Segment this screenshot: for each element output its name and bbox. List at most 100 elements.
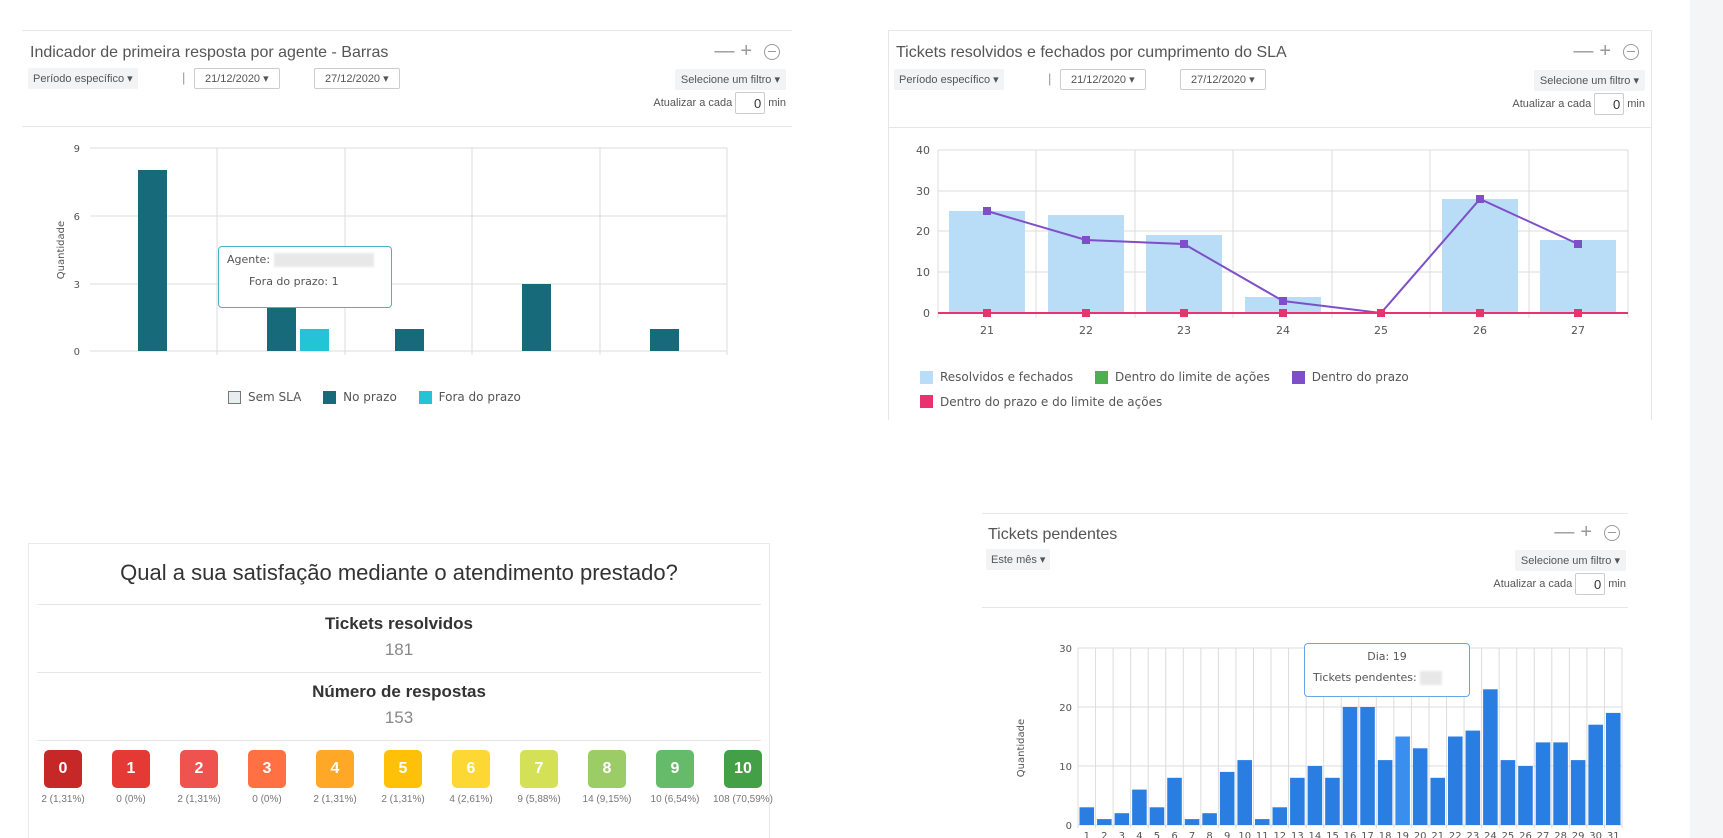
- bar-day-21[interactable]: [1430, 777, 1446, 825]
- filter-dropdown[interactable]: Selecione um filtro ▾: [674, 69, 786, 90]
- bar-22: [1048, 215, 1124, 313]
- period-dropdown[interactable]: Período específico ▾: [28, 68, 138, 89]
- score-count: 0 (0%): [252, 794, 282, 805]
- widget-top-border: [888, 30, 1651, 31]
- bar-day-30[interactable]: [1588, 724, 1603, 825]
- score-button[interactable]: 1: [112, 750, 150, 788]
- minimize-icon[interactable]: —: [714, 40, 741, 62]
- maximize-icon[interactable]: +: [1599, 40, 1617, 62]
- widget-top-border: [22, 30, 792, 31]
- bar-day-16[interactable]: [1342, 707, 1358, 825]
- svg-text:10: 10: [916, 266, 930, 279]
- date-from-dropdown[interactable]: 21/12/2020 ▾: [194, 68, 280, 89]
- bar-day-18[interactable]: [1377, 760, 1393, 825]
- bar-day-9[interactable]: [1219, 771, 1235, 825]
- y-axis-label: Quantidade: [56, 221, 67, 279]
- bar-day-26[interactable]: [1518, 766, 1533, 825]
- sla-widget: Tickets resolvidos e fechados por cumpri…: [888, 30, 1652, 420]
- remove-widget-icon[interactable]: [764, 43, 780, 60]
- bar-day-29[interactable]: [1570, 760, 1586, 825]
- bar-day-24[interactable]: [1483, 689, 1498, 825]
- resolved-value: 181: [384, 640, 414, 659]
- minimize-icon[interactable]: —: [1554, 521, 1581, 543]
- refresh-interval: Atualizar a cada min: [1493, 573, 1626, 595]
- bar-day-19[interactable]: [1395, 736, 1410, 826]
- svg-text:0: 0: [1066, 821, 1072, 832]
- legend-prazo-e-limite[interactable]: Dentro do prazo e do limite de ações: [920, 391, 1162, 413]
- score-button[interactable]: 10: [724, 750, 762, 788]
- legend-fora-do-prazo[interactable]: Fora do prazo: [418, 390, 521, 404]
- bar-tooltip: Dia: 19 Tickets pendentes:: [1304, 643, 1470, 697]
- svg-text:12: 12: [1273, 831, 1286, 838]
- period-dropdown[interactable]: Este mês ▾: [986, 549, 1051, 570]
- score-button[interactable]: 9: [656, 750, 694, 788]
- svg-text:15: 15: [1326, 831, 1339, 838]
- bar-tooltip: Agente: Fora do prazo: 1: [218, 246, 392, 308]
- score-button[interactable]: 8: [588, 750, 626, 788]
- bar-day-10[interactable]: [1237, 760, 1252, 825]
- maximize-icon[interactable]: +: [1580, 521, 1598, 543]
- score-count: 2 (1,31%): [381, 794, 425, 805]
- svg-text:26: 26: [1473, 324, 1487, 337]
- tooltip-agent-label: Agente:: [227, 253, 271, 266]
- period-dropdown[interactable]: Período específico ▾: [894, 69, 1004, 90]
- score-button[interactable]: 4: [316, 750, 354, 788]
- bar-day-11[interactable]: [1254, 819, 1270, 825]
- score-count: 2 (1,31%): [313, 794, 357, 805]
- score-button[interactable]: 5: [384, 750, 422, 788]
- maximize-icon[interactable]: +: [740, 40, 758, 62]
- score-count: 2 (1,31%): [41, 794, 85, 805]
- legend-dentro-do-prazo[interactable]: Dentro do prazo: [1291, 366, 1409, 388]
- date-to-dropdown[interactable]: 27/12/2020 ▾: [314, 68, 400, 89]
- bar-day-27[interactable]: [1535, 742, 1551, 825]
- score-button[interactable]: 2: [180, 750, 218, 788]
- score-button[interactable]: 0: [44, 750, 82, 788]
- legend-no-prazo[interactable]: No prazo: [323, 390, 397, 404]
- filter-dropdown[interactable]: Selecione um filtro ▾: [1533, 70, 1645, 91]
- bar-day-20[interactable]: [1412, 748, 1428, 825]
- bar-day-28[interactable]: [1553, 742, 1568, 825]
- bar-day-31[interactable]: [1605, 712, 1621, 825]
- legend-resolvidos[interactable]: Resolvidos e fechados: [920, 366, 1073, 388]
- bar-day-13[interactable]: [1290, 777, 1305, 825]
- minimize-icon[interactable]: —: [1573, 40, 1600, 62]
- bar-day-7[interactable]: [1184, 819, 1200, 825]
- legend-limite-acoes[interactable]: Dentro do limite de ações: [1094, 366, 1270, 388]
- refresh-input[interactable]: [1575, 573, 1606, 595]
- svg-text:21: 21: [980, 324, 994, 337]
- bar-day-12[interactable]: [1272, 807, 1288, 825]
- svg-text:6: 6: [1171, 831, 1177, 838]
- bar-day-25[interactable]: [1500, 760, 1516, 825]
- bar-day-14[interactable]: [1307, 766, 1323, 825]
- widget-title: Tickets pendentes: [988, 526, 1118, 543]
- refresh-input[interactable]: [735, 92, 766, 114]
- bar-day-1[interactable]: [1079, 807, 1095, 825]
- bar-day-5[interactable]: [1149, 807, 1165, 825]
- date-to-dropdown[interactable]: 27/12/2020 ▾: [1180, 69, 1266, 90]
- remove-widget-icon[interactable]: [1623, 43, 1639, 60]
- bar-day-15[interactable]: [1325, 777, 1340, 825]
- score-button[interactable]: 7: [520, 750, 558, 788]
- score-count: 10 (6,54%): [650, 794, 700, 805]
- score-button[interactable]: 3: [248, 750, 286, 788]
- svg-text:0: 0: [923, 307, 930, 320]
- bar-day-17[interactable]: [1360, 707, 1375, 825]
- bar-agent-3-no-prazo: [395, 329, 424, 351]
- bar-day-23[interactable]: [1465, 730, 1481, 825]
- svg-text:22: 22: [1449, 831, 1462, 838]
- date-from-dropdown[interactable]: 21/12/2020 ▾: [1060, 69, 1146, 90]
- bar-day-2[interactable]: [1097, 819, 1112, 825]
- refresh-input[interactable]: [1594, 93, 1625, 115]
- remove-widget-icon[interactable]: [1604, 524, 1620, 541]
- bar-day-4[interactable]: [1132, 789, 1147, 825]
- bar-day-6[interactable]: [1167, 777, 1182, 825]
- bar-day-3[interactable]: [1114, 813, 1130, 825]
- bar-day-22[interactable]: [1448, 736, 1463, 826]
- bar-day-8[interactable]: [1202, 813, 1217, 825]
- svg-text:29: 29: [1572, 831, 1585, 838]
- filter-dropdown[interactable]: Selecione um filtro ▾: [1514, 550, 1626, 571]
- legend-sem-sla[interactable]: Sem SLA: [228, 390, 301, 404]
- svg-text:23: 23: [1177, 324, 1191, 337]
- svg-text:0: 0: [74, 347, 80, 358]
- score-button[interactable]: 6: [452, 750, 490, 788]
